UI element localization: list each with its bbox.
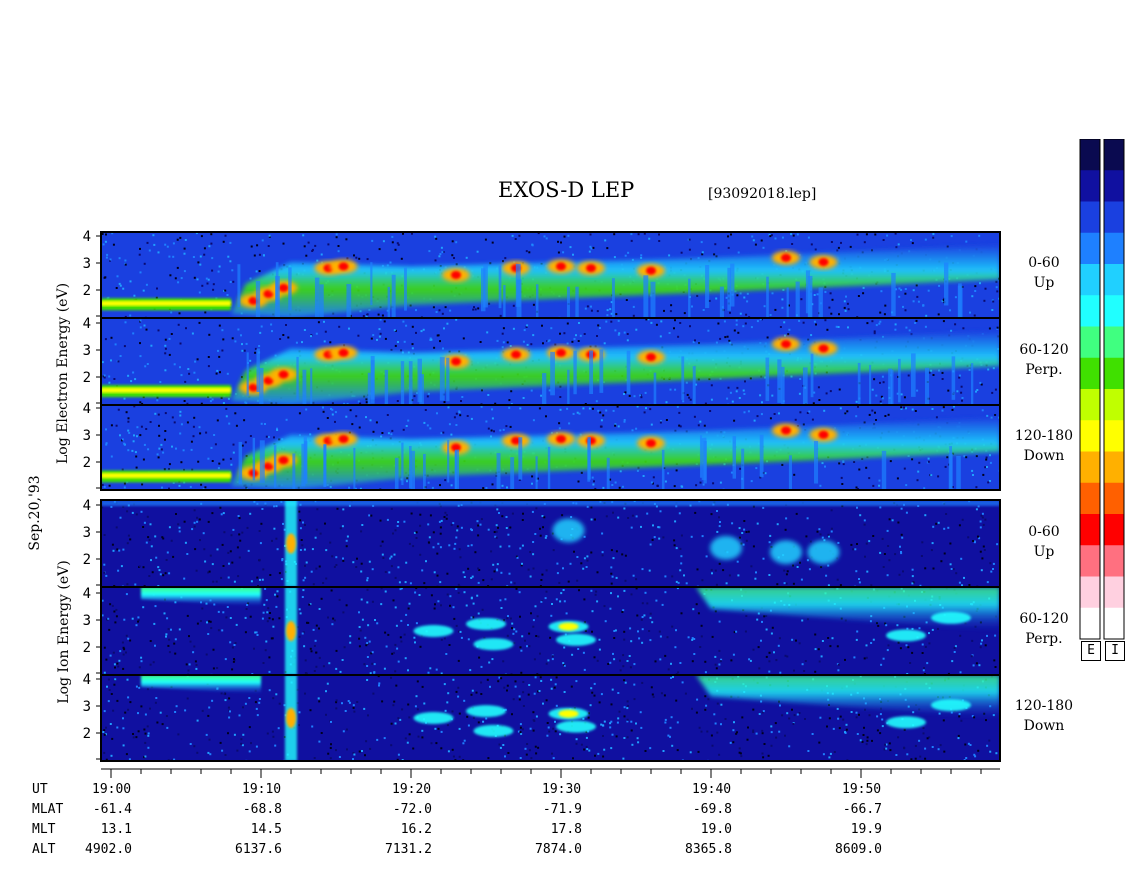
y-tick-label: 4 [83,672,91,688]
colorbar-swatch [1104,482,1124,515]
colorbar-swatch [1104,420,1124,453]
ephemeris-value: -72.0 [392,802,432,817]
y-tick-label: 3 [83,525,91,541]
y-tick-label: 2 [83,640,91,656]
colorbar-swatch [1080,201,1100,234]
ephemeris-value: -69.8 [692,802,732,817]
colorbar-swatch [1080,514,1100,547]
panel-ion-3 [100,499,1001,588]
y-tick-label: 3 [83,699,91,715]
ephemeris-value: 7131.2 [385,842,432,857]
ephemeris-value: -68.8 [242,802,282,817]
colorbar [1079,139,1125,640]
y-tick-label: 3 [83,613,91,629]
colorbar-swatch [1080,232,1100,265]
ephemeris-value: 19:10 [242,782,282,797]
y-tick-label: 2 [83,726,91,742]
colorbar-swatch [1080,295,1100,328]
y-tick-label: 4 [83,498,91,514]
colorbar-swatch [1080,170,1100,203]
chart-title: EXOS-D LEP [498,178,635,202]
colorbar-swatch [1080,482,1100,515]
ephemeris-row-label: ALT [32,842,56,857]
colorbar-swatch [1104,357,1124,390]
colorbar-swatch [1104,607,1124,640]
y-tick-label: 2 [83,552,91,568]
colorbar-swatch [1080,264,1100,297]
y-tick-label: 3 [83,343,91,359]
colorbar-swatch [1080,451,1100,484]
colorbar-swatch [1104,264,1124,297]
ephemeris-value: 8609.0 [835,842,882,857]
pitch-label-1: 60-120 Perp. [1019,341,1069,378]
ephemeris-value: 8365.8 [685,842,732,857]
colorbar-swatch [1104,232,1124,265]
y-tick-label: 4 [83,229,91,245]
ephemeris-value: -66.7 [842,802,882,817]
panel-ion-4 [100,586,1001,676]
ephemeris-value: 14.5 [250,822,282,837]
y-tick-label: 4 [83,401,91,417]
y-tick-label: 3 [83,256,91,272]
colorbar-swatch [1104,389,1124,422]
ephemeris-value: 19:00 [92,782,132,797]
pitch-label-3: 0-60 Up [1028,523,1060,560]
ephemeris-row-label: UT [32,782,48,797]
pitch-label-2: 120-180 Down [1014,427,1074,464]
panel-ion-5 [100,674,1001,762]
colorbar-swatch [1104,139,1124,172]
colorbar-swatch [1104,514,1124,547]
panel-electron-1 [100,317,1001,406]
colorbar-swatch [1080,139,1100,172]
colorbar-swatch [1080,576,1100,609]
colorbar-swatch [1080,607,1100,640]
y-tick-label: 3 [83,428,91,444]
colorbar-swatch [1104,545,1124,578]
pitch-label-5: 120-180 Down [1014,698,1074,734]
colorbar-swatch [1104,326,1124,359]
pitch-label-4: 60-120 Perp. [1019,611,1069,647]
ephemeris-value: 19.0 [700,822,732,837]
colorbar-swatch [1104,201,1124,234]
colorbar-electron-label: E [1081,641,1101,661]
panel-electron-2 [100,404,1001,491]
ephemeris-row-label: MLAT [32,802,64,817]
y-tick-label: 2 [83,370,91,386]
y-tick-label: 2 [83,455,91,471]
ephemeris-value: 19:40 [692,782,732,797]
file-name: [93092018.lep] [708,186,817,202]
colorbar-swatch [1080,389,1100,422]
colorbar-swatch [1104,295,1124,328]
y-tick-label: 4 [83,316,91,332]
ephemeris-value: -71.9 [542,802,582,817]
y-tick-label: 2 [83,283,91,299]
colorbar-swatch [1104,451,1124,484]
colorbar-swatch [1104,576,1124,609]
ephemeris-value: 17.8 [550,822,582,837]
colorbar-swatch [1104,170,1124,203]
ephemeris-value: 19:20 [392,782,432,797]
colorbar-ion-label: I [1105,641,1125,661]
colorbar-swatch [1080,420,1100,453]
ephemeris-value: 6137.6 [235,842,282,857]
ephemeris-value: 19:30 [542,782,582,797]
ephemeris-value: 4902.0 [85,842,132,857]
ephemeris-value: 19.9 [850,822,882,837]
colorbar-swatch [1080,326,1100,359]
colorbar-swatch [1080,357,1100,390]
ephemeris-value: 19:50 [842,782,882,797]
pitch-label-0: 0-60 Up [1028,255,1060,291]
y-tick-label: 4 [83,586,91,602]
ephemeris-value: -61.4 [92,802,132,817]
panel-electron-0 [100,231,1001,319]
ephemeris-value: 16.2 [400,822,432,837]
colorbar-swatch [1080,545,1100,578]
ephemeris-value: 7874.0 [535,842,582,857]
ephemeris-row-label: MLT [32,822,56,837]
ephemeris-value: 13.1 [100,822,132,837]
